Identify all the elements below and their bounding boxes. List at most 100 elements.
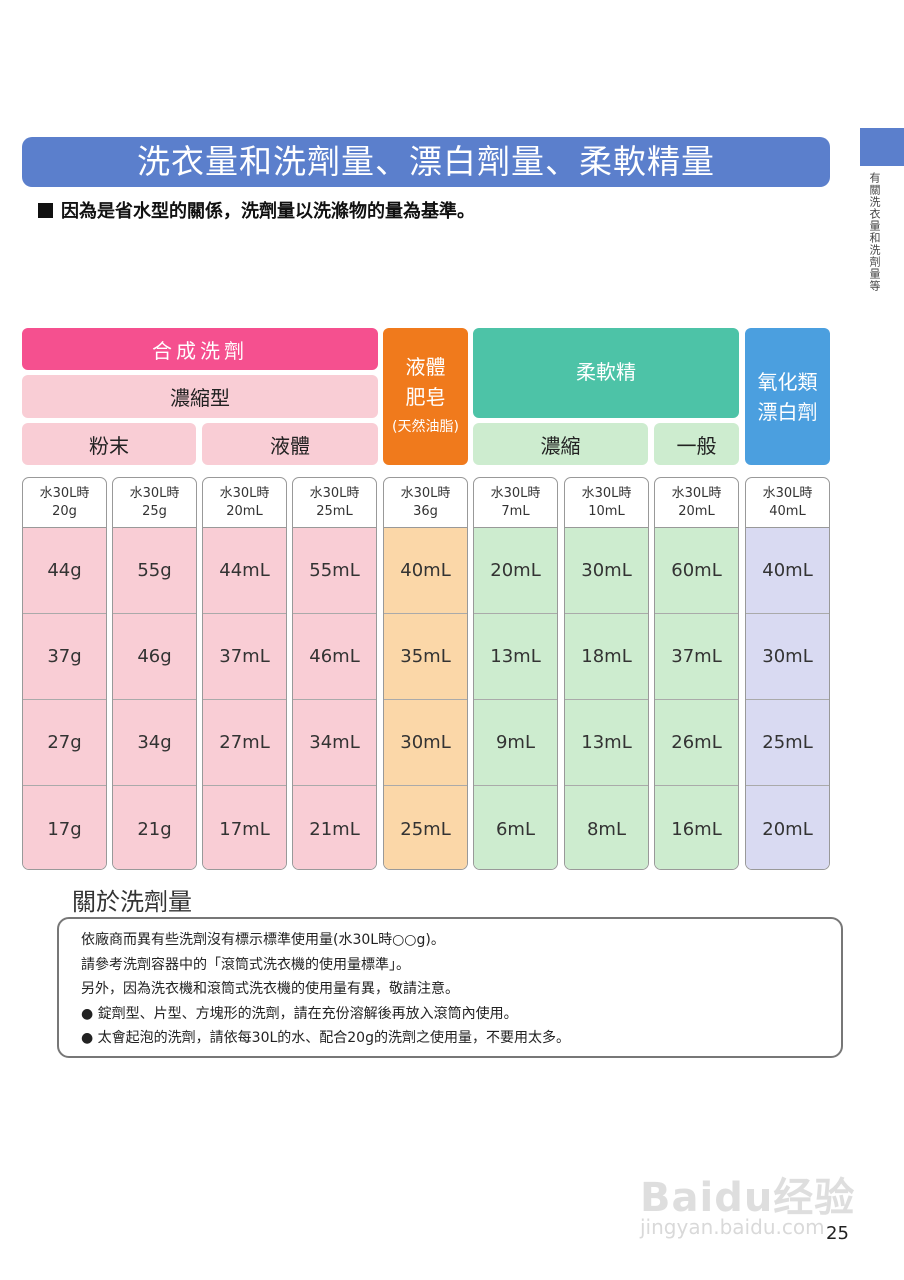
page-title: 洗衣量和洗劑量、漂白劑量、柔軟精量 — [22, 137, 830, 187]
dosage-cell: 44mL — [203, 528, 286, 614]
note-line: 請參考洗劑容器中的「滾筒式洗衣機的使用量標準」。 — [81, 956, 410, 973]
dosage-cell: 40mL — [384, 528, 467, 614]
dosage-cell: 55g — [113, 528, 196, 614]
notes-title: 關於洗劑量 — [72, 888, 192, 916]
group-oxygen-bleach: 氧化類 漂白劑 — [745, 328, 830, 465]
group-powder: 粉末 — [22, 423, 196, 465]
dosage-cell: 20mL — [746, 786, 829, 869]
dosage-cell: 37mL — [655, 614, 738, 700]
group-concentrated-type: 濃縮型 — [22, 375, 378, 418]
watermark-url: jingyan.baidu.com — [640, 1215, 825, 1239]
dosage-cell: 17mL — [203, 786, 286, 869]
dosage-cell: 17g — [23, 786, 106, 869]
section-tab — [860, 128, 904, 166]
dosage-cell: 30mL — [384, 700, 467, 786]
group-liquid: 液體 — [202, 423, 378, 465]
column-header-water: 水30L時 — [309, 486, 360, 501]
dosage-cell: 44g — [23, 528, 106, 614]
column-header-standard: 20mL — [678, 504, 715, 519]
column-header-water: 水30L時 — [581, 486, 632, 501]
group-liquid-soap: 液體 肥皂 (天然油脂) — [383, 328, 468, 465]
dosage-cell: 37mL — [203, 614, 286, 700]
dosage-cell: 16mL — [655, 786, 738, 869]
dosage-cell: 46g — [113, 614, 196, 700]
dosage-cell: 27g — [23, 700, 106, 786]
liquid-soap-label-2: 肥皂 — [405, 384, 446, 409]
note-line: ● 太會起泡的洗劑，請依每30L的水、配合20g的洗劑之使用量，不要用太多。 — [81, 1030, 570, 1046]
group-synthetic-detergent: 合成洗劑 — [22, 328, 378, 370]
dosage-cell: 13mL — [474, 614, 557, 700]
dosage-cell: 35mL — [384, 614, 467, 700]
liquid-soap-label-1: 液體 — [405, 354, 446, 379]
dosage-cell: 37g — [23, 614, 106, 700]
dosage-column: 水30L時 25g 55g 46g 34g 21g — [112, 477, 197, 870]
dosage-cell: 6mL — [474, 786, 557, 869]
column-header-water: 水30L時 — [39, 486, 90, 501]
dosage-cell: 26mL — [655, 700, 738, 786]
subtitle-text: 因為是省水型的關係，洗劑量以洗滌物的量為基準。 — [61, 201, 475, 222]
dosage-cell: 21mL — [293, 786, 376, 869]
column-header: 水30L時 20g — [23, 478, 106, 528]
dosage-cell: 40mL — [746, 528, 829, 614]
column-header-water: 水30L時 — [490, 486, 541, 501]
dosage-column: 水30L時 20mL 44mL 37mL 27mL 17mL — [202, 477, 287, 870]
dosage-column: 水30L時 40mL 40mL 30mL 25mL 20mL — [745, 477, 830, 870]
column-header: 水30L時 10mL — [565, 478, 648, 528]
dosage-cell: 25mL — [384, 786, 467, 869]
column-header-water: 水30L時 — [400, 486, 451, 501]
dosage-cell: 30mL — [746, 614, 829, 700]
group-softener: 柔軟精 — [473, 328, 739, 418]
page-number: 25 — [826, 1223, 849, 1244]
column-header-standard: 7mL — [501, 504, 530, 519]
dosage-cell: 27mL — [203, 700, 286, 786]
note-line: 另外，因為洗衣機和滾筒式洗衣機的使用量有異，敬請注意。 — [81, 981, 459, 997]
dosage-cell: 55mL — [293, 528, 376, 614]
dosage-column: 水30L時 7mL 20mL 13mL 9mL 6mL — [473, 477, 558, 870]
column-header-water: 水30L時 — [762, 486, 813, 501]
dosage-cell: 8mL — [565, 786, 648, 869]
column-header-water: 水30L時 — [671, 486, 722, 501]
section-tab-label: 有關洗衣量和洗劑量等 — [868, 172, 881, 292]
column-header-standard: 36g — [413, 504, 438, 519]
column-header-standard: 10mL — [588, 504, 625, 519]
column-header-standard: 20mL — [226, 504, 263, 519]
column-header: 水30L時 36g — [384, 478, 467, 528]
bleach-label-2: 漂白劑 — [757, 399, 818, 424]
dosage-cell: 46mL — [293, 614, 376, 700]
column-header: 水30L時 20mL — [655, 478, 738, 528]
column-header-water: 水30L時 — [129, 486, 180, 501]
dosage-cell: 60mL — [655, 528, 738, 614]
column-header: 水30L時 25mL — [293, 478, 376, 528]
dosage-cell: 34g — [113, 700, 196, 786]
dosage-column: 水30L時 20mL 60mL 37mL 26mL 16mL — [654, 477, 739, 870]
dosage-cell: 25mL — [746, 700, 829, 786]
dosage-cell: 9mL — [474, 700, 557, 786]
watermark-logo: Baidu经验 — [640, 1175, 856, 1221]
dosage-column: 水30L時 36g 40mL 35mL 30mL 25mL — [383, 477, 468, 870]
notes-box: 依廠商而異有些洗劑沒有標示標準使用量(水30L時○○g)。 請參考洗劑容器中的「… — [57, 917, 843, 1058]
group-softener-concentrated: 濃縮 — [473, 423, 648, 465]
note-line: 依廠商而異有些洗劑沒有標示標準使用量(水30L時○○g)。 — [81, 932, 445, 948]
liquid-soap-label-3: (天然油脂) — [392, 418, 459, 435]
dosage-cell: 30mL — [565, 528, 648, 614]
column-header-standard: 25mL — [316, 504, 353, 519]
dosage-column: 水30L時 20g 44g 37g 27g 17g — [22, 477, 107, 870]
column-header: 水30L時 7mL — [474, 478, 557, 528]
dosage-cell: 20mL — [474, 528, 557, 614]
dosage-cell: 34mL — [293, 700, 376, 786]
dosage-cell: 13mL — [565, 700, 648, 786]
dosage-cell: 18mL — [565, 614, 648, 700]
note-line: ● 錠劑型、片型、方塊形的洗劑，請在充份溶解後再放入滾筒內使用。 — [81, 1005, 518, 1022]
bleach-label-1: 氧化類 — [757, 369, 818, 394]
column-header-standard: 25g — [142, 504, 167, 519]
column-header-standard: 20g — [52, 504, 77, 519]
dosage-column: 水30L時 25mL 55mL 46mL 34mL 21mL — [292, 477, 377, 870]
group-softener-normal: 一般 — [654, 423, 739, 465]
column-header: 水30L時 20mL — [203, 478, 286, 528]
column-header: 水30L時 40mL — [746, 478, 829, 528]
column-header: 水30L時 25g — [113, 478, 196, 528]
column-header-water: 水30L時 — [219, 486, 270, 501]
column-header-standard: 40mL — [769, 504, 806, 519]
square-bullet-icon — [38, 203, 53, 218]
subtitle: 因為是省水型的關係，洗劑量以洗滌物的量為基準。 — [38, 197, 475, 223]
